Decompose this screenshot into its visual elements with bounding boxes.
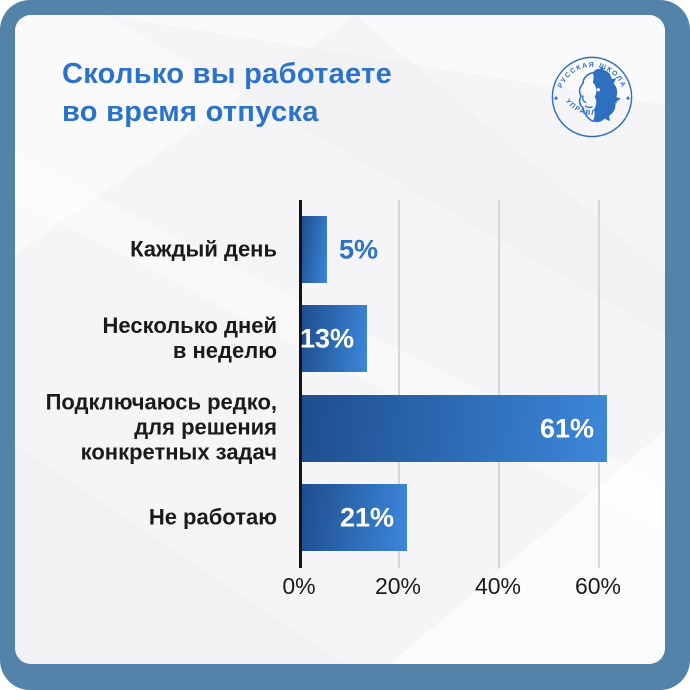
- page-title: Сколько вы работаете во время отпуска: [62, 58, 393, 128]
- y-axis-line: [299, 200, 302, 568]
- x-tick-label: 60%: [574, 573, 622, 599]
- infographic-card: Сколько вы работаете во время отпуска РУ…: [15, 15, 665, 664]
- x-tick-label: 0%: [282, 573, 316, 599]
- bar-several-days: 13%: [299, 305, 367, 372]
- category-label: Не работаю: [148, 504, 277, 530]
- x-tick-label: 40%: [474, 573, 522, 599]
- logo-separator-right: ◆: [626, 96, 630, 102]
- category-label: Подключаюсь редко, для решения конкретны…: [45, 389, 277, 465]
- value-label: 5%: [339, 234, 379, 264]
- lion-icon: [578, 65, 621, 123]
- logo-circle: [551, 56, 633, 138]
- logo-svg: РУССКАЯ ШКОЛА УПРАВЛЕНИЯ ◆ ◆: [551, 56, 633, 138]
- bar-chart: Каждый день Несколько дней в неделю Подк…: [15, 15, 665, 664]
- value-label: 21%: [339, 502, 394, 532]
- gridline-20: [398, 200, 400, 568]
- value-label: 13%: [299, 323, 354, 353]
- bar-dont-work: 21%: [302, 484, 407, 551]
- x-tick-label: 20%: [374, 573, 422, 599]
- category-label: Несколько дней в неделю: [102, 313, 277, 363]
- value-label: 61%: [539, 413, 594, 443]
- gridline-40: [498, 200, 500, 568]
- bar-rarely-connect: 61%: [302, 395, 607, 462]
- bar-every-day: 5%: [302, 216, 378, 283]
- category-label: Каждый день: [130, 236, 277, 262]
- logo-separator-left: ◆: [554, 96, 558, 102]
- gridline-60: [598, 200, 600, 568]
- logo-badge: РУССКАЯ ШКОЛА УПРАВЛЕНИЯ ◆ ◆: [547, 52, 637, 142]
